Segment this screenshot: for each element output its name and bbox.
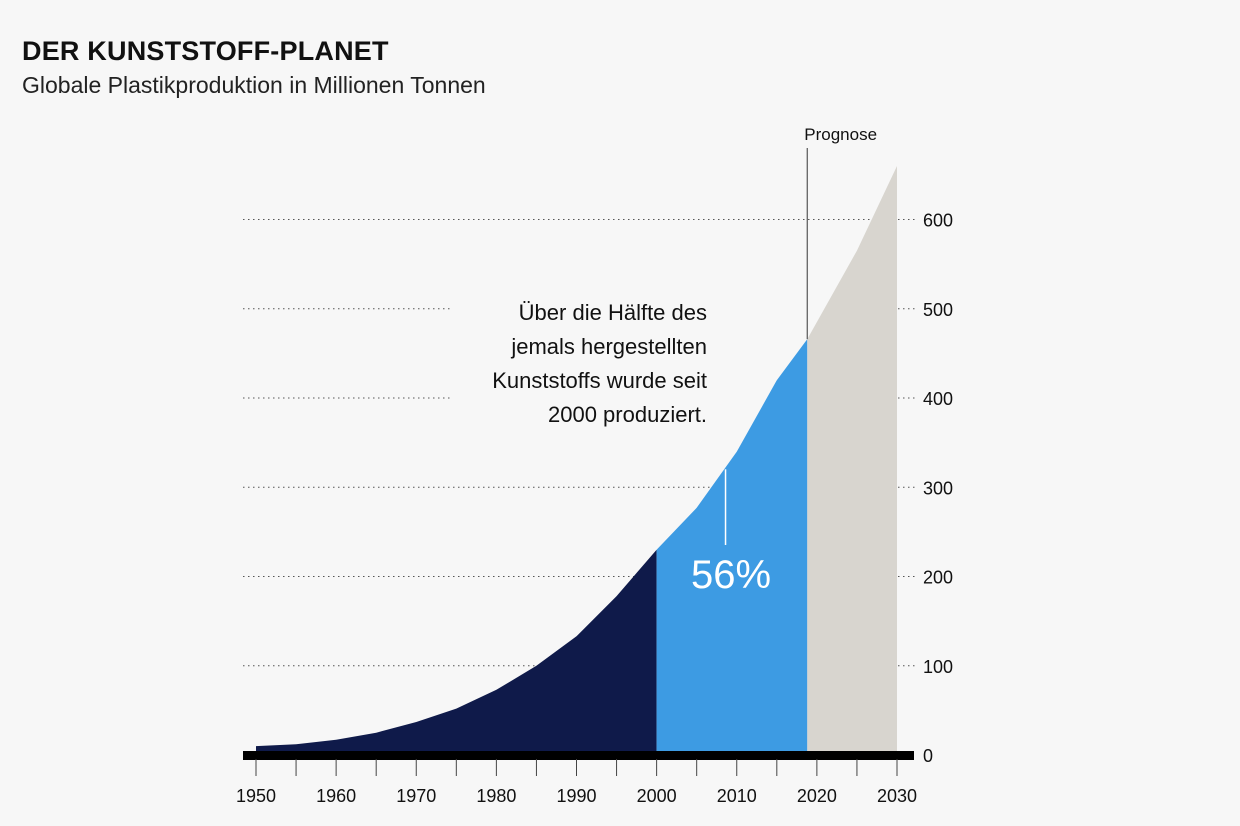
- y-tick-label: 100: [923, 657, 953, 677]
- x-tick-labels: 1950 1960 1970 1980 1990 2000 2010 2020 2030: [236, 786, 917, 806]
- x-tick-label: 1980: [476, 786, 516, 806]
- area-segment-1950: [256, 549, 657, 755]
- x-axis: [243, 751, 914, 776]
- share-percentage-label: 56%: [691, 553, 771, 597]
- x-tick-label: 1970: [396, 786, 436, 806]
- chart-title: DER KUNSTSTOFF-PLANET: [22, 36, 389, 66]
- y-tick-label: 200: [923, 568, 953, 588]
- prognose-label: Prognose: [804, 125, 877, 144]
- area-segments: [256, 166, 897, 755]
- annotation-text-line: Über die Hälfte des: [519, 300, 707, 325]
- annotations: Prognose Über die Hälfte des jemals herges…: [492, 125, 877, 597]
- x-tick-label: 1950: [236, 786, 276, 806]
- y-tick-label: 300: [923, 478, 953, 498]
- x-tick-label: 2020: [797, 786, 837, 806]
- x-tick-label: 2000: [637, 786, 677, 806]
- x-tick-label: 1960: [316, 786, 356, 806]
- x-tick-label: 1990: [556, 786, 596, 806]
- x-tick-label: 2030: [877, 786, 917, 806]
- x-tick-label: 2010: [717, 786, 757, 806]
- area-segment-2018.8: [807, 166, 897, 755]
- annotation-text-line: 2000 produziert.: [548, 402, 707, 427]
- annotation-text-line: Kunststoffs wurde seit: [492, 368, 707, 393]
- y-tick-label: 600: [923, 211, 953, 231]
- x-axis-baseline: [243, 751, 914, 760]
- annotation-text-line: jemals hergestellten: [510, 334, 707, 359]
- y-tick-label: 500: [923, 300, 953, 320]
- chart-subtitle: Globale Plastikproduktion in Millionen T…: [22, 72, 486, 98]
- y-axis: 0 100 200 300 400 500 600: [923, 211, 953, 767]
- area-segment-2000: [656, 339, 808, 755]
- y-tick-label: 400: [923, 389, 953, 409]
- y-tick-label: 0: [923, 746, 933, 766]
